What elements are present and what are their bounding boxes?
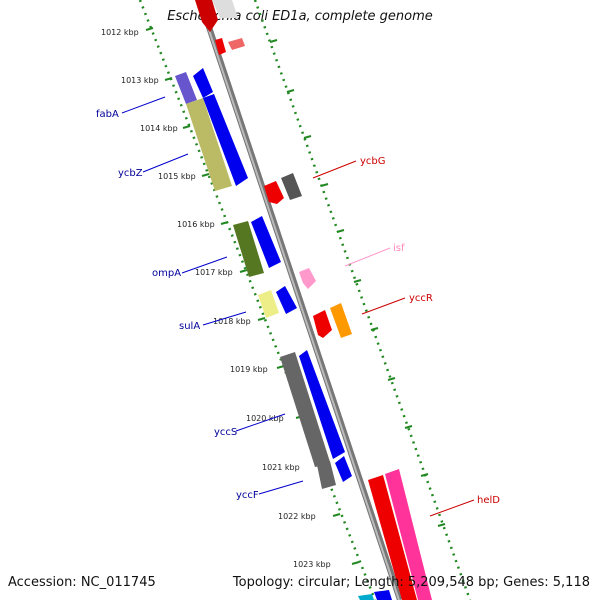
gene-label-helD: helD: [477, 495, 500, 506]
kbp-label: 1013 kbp: [121, 76, 159, 85]
kbp-label: 1014 kbp: [140, 124, 178, 133]
gene-sulA-2: [276, 286, 297, 314]
gene-label-sulA: sulA: [179, 321, 200, 332]
gene-yccS-2: [299, 350, 345, 459]
scale-line-left: [138, 0, 377, 600]
kbp-label: 1012 kbp: [101, 28, 139, 37]
gene-yccR-2: [330, 303, 352, 338]
gene-label-yccS: yccS: [214, 427, 237, 438]
gene-fabA-2: [193, 68, 213, 98]
gene-ycbZ-1: [186, 98, 232, 191]
leader-helD: [429, 499, 475, 517]
gene-ycbG-2: [281, 173, 302, 200]
gene-ycbG-1: [264, 181, 284, 204]
gene-label-yccR: yccR: [409, 293, 433, 304]
gene-yccF-2: [335, 456, 352, 482]
genome-backbone-highlight: [198, 0, 400, 600]
gene-helD-1: [368, 475, 417, 600]
gene-label-isf: isf: [393, 243, 405, 254]
gene-helD-2: [385, 469, 432, 600]
kbp-label: 1023 kbp: [293, 560, 331, 569]
gene-bottom-partial: [374, 590, 392, 600]
gene-top-partial: [195, 0, 245, 55]
topology-summary: Topology: circular; Length: 5,209,548 bp…: [232, 575, 590, 590]
gene-yccS-1: [280, 352, 330, 467]
kbp-label: 1017 kbp: [195, 268, 233, 277]
kbp-label: 1022 kbp: [278, 512, 316, 521]
gene-sulA-1: [258, 290, 279, 318]
gene-label-ycbG: ycbG: [360, 156, 386, 167]
kbp-label: 1021 kbp: [262, 463, 300, 472]
gene-fabA-1: [175, 72, 197, 104]
accession-text: Accession: NC_011745: [8, 575, 156, 590]
left-leader-lines: [121, 96, 304, 495]
kbp-label: 1016 kbp: [177, 220, 215, 229]
gene-bottom-partial: [358, 594, 374, 600]
gene-ompA-2: [251, 216, 281, 268]
gene-label-ompA: ompA: [152, 268, 181, 279]
scale-line-right: [253, 0, 472, 600]
gene-ycbZ-2: [203, 94, 248, 186]
kbp-label: 1015 kbp: [158, 172, 196, 181]
gene-yccF-1: [317, 461, 336, 489]
gene-label-yccF: yccF: [236, 490, 259, 501]
gene-label-fabA: fabA: [96, 109, 119, 120]
kbp-label: 1020 kbp: [246, 414, 284, 423]
leader-ycbG: [312, 160, 357, 179]
leader-yccR: [361, 297, 406, 315]
gene-ompA-1: [233, 221, 264, 277]
kbp-label: 1018 kbp: [213, 317, 251, 326]
leader-isf: [344, 247, 391, 267]
gene-label-ycbZ: ycbZ: [118, 168, 143, 179]
gene-isf: [299, 268, 316, 289]
kbp-label: 1019 kbp: [230, 365, 268, 374]
gene-yccR-1: [313, 310, 332, 338]
